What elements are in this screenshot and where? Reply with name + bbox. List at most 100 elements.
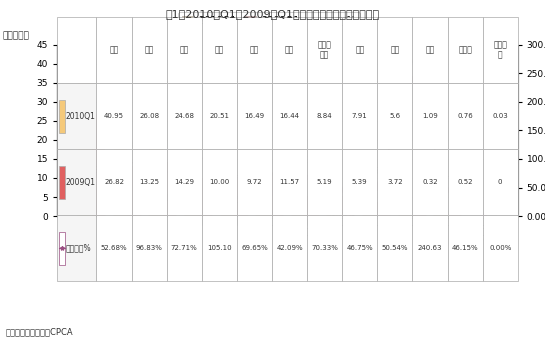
Bar xyxy=(149,122,163,216)
Text: 46.75%: 46.75% xyxy=(347,245,373,251)
Legend: 2010Q1, 2009Q1, 同比增长%: 2010Q1, 2009Q1, 同比增长% xyxy=(178,12,360,29)
Text: 0.00%: 0.00% xyxy=(489,245,511,251)
Text: 图1：2010年Q1和2009年Q1外资国产乘用车销量及增长率: 图1：2010年Q1和2009年Q1外资国产乘用车销量及增长率 xyxy=(166,9,379,19)
Text: 46.15%: 46.15% xyxy=(433,169,462,179)
Bar xyxy=(342,17,377,83)
Bar xyxy=(131,215,167,281)
Text: 1.09: 1.09 xyxy=(422,113,438,119)
Bar xyxy=(377,215,413,281)
Bar xyxy=(163,162,177,216)
Bar xyxy=(447,149,483,215)
Bar xyxy=(447,83,483,149)
Bar xyxy=(447,17,483,83)
Text: 24.68: 24.68 xyxy=(174,113,194,119)
Text: 0: 0 xyxy=(498,179,502,185)
Bar xyxy=(78,60,92,216)
Text: 69.65%: 69.65% xyxy=(220,196,249,205)
Bar xyxy=(221,153,234,216)
Bar xyxy=(377,83,413,149)
Text: 52.68%: 52.68% xyxy=(101,245,128,251)
Bar xyxy=(92,114,105,216)
Bar xyxy=(292,182,305,216)
Bar xyxy=(57,83,96,149)
Bar xyxy=(234,179,247,216)
Bar xyxy=(128,166,141,216)
Text: 0.52: 0.52 xyxy=(457,179,473,185)
Bar xyxy=(167,215,202,281)
Text: 70.33%: 70.33% xyxy=(311,245,338,251)
Bar xyxy=(377,17,413,83)
Bar xyxy=(237,83,272,149)
Text: 福特: 福特 xyxy=(390,46,399,55)
Text: 大众: 大众 xyxy=(110,46,119,55)
Bar xyxy=(413,17,447,83)
Text: 0.00%: 0.00% xyxy=(471,236,495,245)
Bar xyxy=(57,17,96,83)
Bar xyxy=(342,215,377,281)
Bar xyxy=(483,83,518,149)
Text: 5.39: 5.39 xyxy=(352,179,367,185)
Text: 5.19: 5.19 xyxy=(317,179,332,185)
Bar xyxy=(434,213,447,216)
Bar xyxy=(412,215,426,216)
Text: 铃木: 铃木 xyxy=(355,46,365,55)
Text: 42.09%: 42.09% xyxy=(276,245,303,251)
Bar xyxy=(447,214,461,216)
Text: 105.10: 105.10 xyxy=(207,245,232,251)
Bar xyxy=(59,232,65,265)
Bar xyxy=(272,215,307,281)
Text: 70.33%: 70.33% xyxy=(291,156,320,165)
Bar xyxy=(59,166,65,199)
Bar xyxy=(398,212,412,216)
Bar xyxy=(341,196,354,216)
Bar xyxy=(59,100,65,133)
Text: 日产: 日产 xyxy=(250,46,259,55)
Bar xyxy=(307,83,342,149)
Text: 丰田: 丰田 xyxy=(215,46,224,55)
Bar xyxy=(96,17,131,83)
Bar xyxy=(272,83,307,149)
Text: 11.57: 11.57 xyxy=(280,179,300,185)
Bar xyxy=(202,215,237,281)
Bar xyxy=(483,149,518,215)
Text: 2009Q1: 2009Q1 xyxy=(66,178,96,187)
Bar xyxy=(202,83,237,149)
Text: 沃尔沃: 沃尔沃 xyxy=(458,46,472,55)
Text: 69.65%: 69.65% xyxy=(241,245,268,251)
Bar xyxy=(342,83,377,149)
Bar xyxy=(237,215,272,281)
Text: 标致雷
铁龙: 标致雷 铁龙 xyxy=(318,41,331,60)
Bar xyxy=(256,153,270,216)
Bar xyxy=(167,83,202,149)
Text: 0.32: 0.32 xyxy=(422,179,438,185)
Text: 9.72: 9.72 xyxy=(247,179,262,185)
Text: 50.54%: 50.54% xyxy=(362,167,391,176)
Text: 单位：万辆: 单位：万辆 xyxy=(3,31,29,40)
Bar xyxy=(483,17,518,83)
Text: 46.75%: 46.75% xyxy=(326,209,355,218)
Bar xyxy=(307,149,342,215)
Text: 本田: 本田 xyxy=(285,46,294,55)
Bar xyxy=(270,172,283,216)
Bar xyxy=(96,83,131,149)
Text: 2010Q1: 2010Q1 xyxy=(66,112,96,121)
Text: 96.83%: 96.83% xyxy=(113,141,142,150)
Bar xyxy=(131,83,167,149)
Bar xyxy=(377,202,390,216)
Text: 16.49: 16.49 xyxy=(244,113,264,119)
Bar xyxy=(307,215,342,281)
Text: 8.84: 8.84 xyxy=(317,113,332,119)
Text: 50.54%: 50.54% xyxy=(382,245,408,251)
Bar xyxy=(447,215,483,281)
Bar xyxy=(202,17,237,83)
Bar xyxy=(96,149,131,215)
Bar xyxy=(413,149,447,215)
Bar xyxy=(131,17,167,83)
Bar xyxy=(96,215,131,281)
Text: 16.44: 16.44 xyxy=(280,113,300,119)
Bar xyxy=(413,83,447,149)
Bar xyxy=(131,149,167,215)
Text: 96.83%: 96.83% xyxy=(136,245,162,251)
Text: 105.10%: 105.10% xyxy=(181,136,215,145)
Bar xyxy=(237,149,272,215)
